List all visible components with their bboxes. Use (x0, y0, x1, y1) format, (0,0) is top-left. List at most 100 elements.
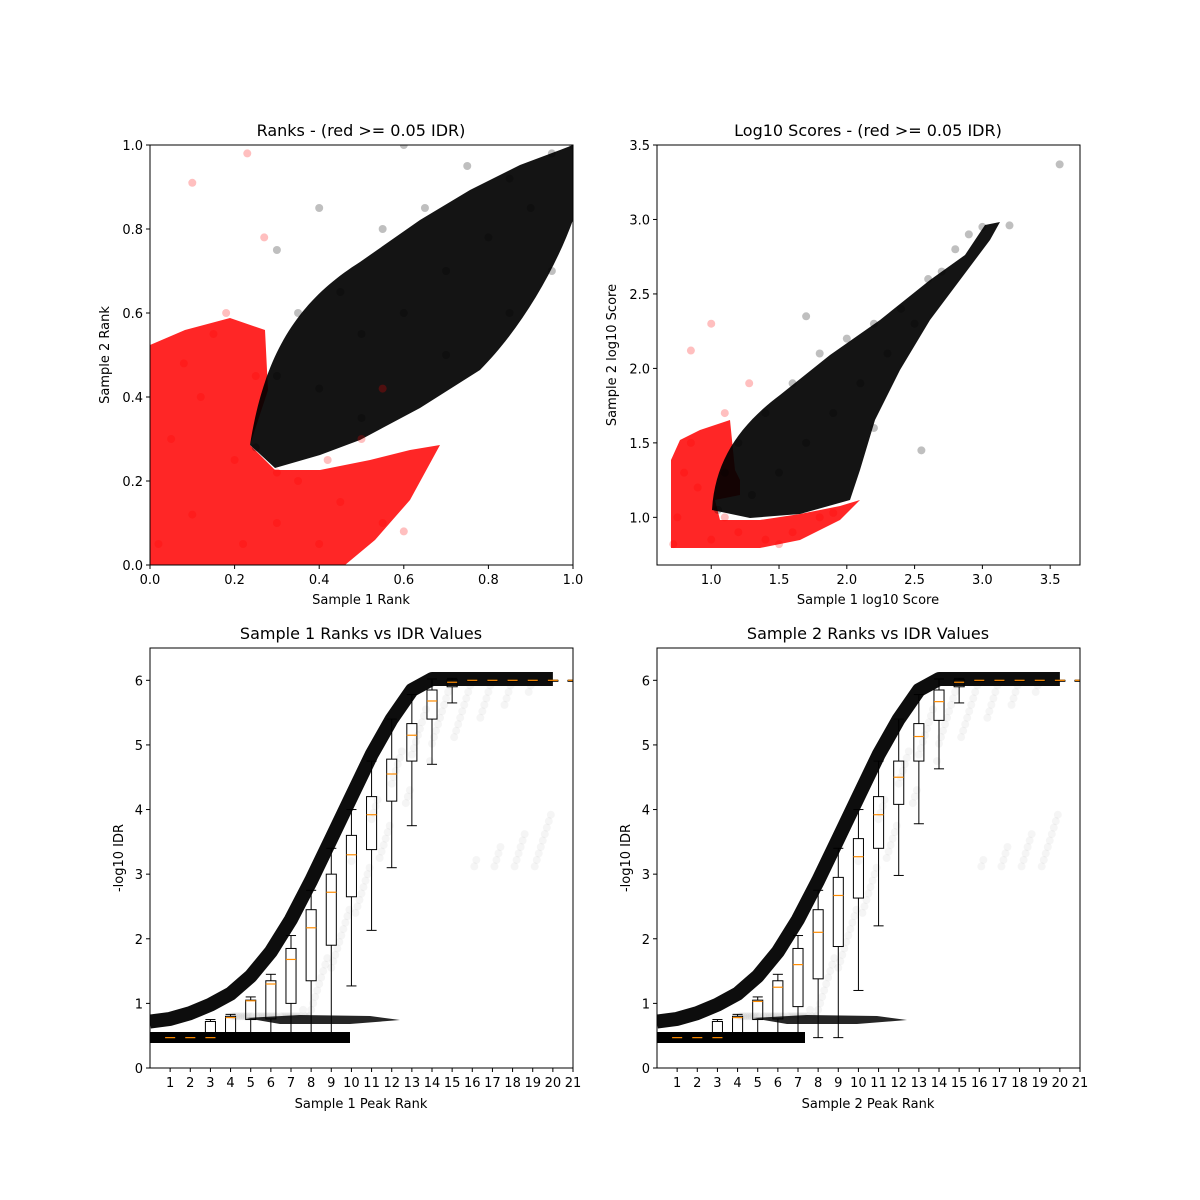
idr1-x-tick-label: 20 (545, 1076, 562, 1091)
idr2-haze-point (914, 750, 923, 759)
ranks-x-tick-label: 0.2 (224, 573, 245, 588)
idr1-x-tick-label: 10 (343, 1076, 360, 1091)
idr1-haze-point (363, 870, 372, 879)
idr2-x-tick-label: 7 (794, 1076, 802, 1091)
idr1-x-tick-label: 15 (444, 1076, 461, 1091)
idr1-haze-point (442, 694, 451, 703)
idr1-haze-point (538, 836, 547, 845)
idr2-y-tick-label: 0 (642, 1062, 650, 1077)
scores-x-tick-label: 2.5 (904, 573, 925, 588)
scores-scatter-point (869, 423, 878, 432)
ranks-scatter-point (251, 443, 260, 452)
idr1-haze-point (321, 960, 330, 969)
idr2-haze-point (1025, 836, 1034, 845)
idr1-haze-point (361, 876, 370, 885)
idr1-y-tick-label: 4 (135, 804, 143, 819)
idr1-x-tick-label: 12 (383, 1076, 400, 1091)
idr2-haze-point (1007, 700, 1016, 709)
idr1-haze-point (375, 854, 384, 862)
ranks-scatter-point (378, 519, 387, 527)
scores-black-cloud (712, 222, 1000, 518)
idr2-boxes (671, 677, 1080, 1040)
idr2-haze-point (894, 779, 903, 788)
scores-y-tick-label: 3.5 (629, 139, 650, 154)
idr1-haze-point (454, 720, 463, 729)
scores-x-tick-label: 1.5 (769, 573, 790, 588)
idr2-box (752, 999, 764, 1021)
scores-x-tick-label: 2.0 (836, 573, 857, 588)
ranks-scatter-point (167, 435, 176, 443)
idr2-x-tick-label: 14 (931, 1076, 948, 1091)
ranks-scatter-point (357, 330, 366, 338)
idr2-haze-point (908, 799, 917, 808)
scores-panel: Log10 Scores - (red >= 0.05 IDR) 1.0 1.5 2… (605, 121, 1081, 608)
idr1-haze-point (381, 834, 390, 843)
idr2-haze-point (1053, 810, 1062, 819)
idr2-haze-point (818, 992, 827, 1001)
idr2-y-tick-label: 1 (642, 997, 650, 1012)
idr1-y-label: -log10 IDR (112, 824, 127, 892)
idr1-haze-point (496, 843, 505, 852)
idr1-haze-point (311, 992, 320, 1001)
scores-scatter-point (714, 505, 723, 514)
idr2-box (852, 838, 864, 899)
idr1-haze-point (395, 753, 404, 762)
scores-red-cloud (671, 420, 860, 548)
idr2-haze-point (888, 834, 897, 843)
idr1-box (426, 689, 438, 720)
idr2-haze-point (951, 687, 960, 696)
idr1-box (386, 758, 398, 802)
idr1-haze-point (238, 1012, 247, 1021)
idr1-haze-point (331, 950, 340, 959)
ranks-black-cloud (250, 145, 573, 468)
scores-scatter-point (883, 349, 892, 358)
scores-x-label: Sample 1 log10 Score (797, 593, 939, 608)
idr2-haze-point (1009, 694, 1018, 703)
ranks-scatter-point (272, 519, 281, 527)
ranks-x-tick-label: 0.4 (309, 573, 330, 588)
idr1-x-tick-label: 9 (327, 1076, 335, 1091)
ranks-y-tick-label: 1.0 (122, 139, 143, 154)
scores-scatter-point (720, 468, 729, 477)
ranks-x-tick-label: 1.0 (563, 573, 584, 588)
idr2-haze-point (939, 726, 948, 735)
idr2-haze-point (1003, 843, 1012, 852)
ranks-x-tick-label: 0.0 (140, 573, 161, 588)
idr1-haze-point (391, 766, 400, 775)
idr1-x-label: Sample 1 Peak Rank (295, 1097, 428, 1112)
idr2-haze-point (747, 1012, 756, 1021)
idr1-haze-point (337, 931, 346, 940)
idr2-haze-point (862, 896, 871, 904)
idr1-haze-point (411, 737, 420, 746)
scores-scatter-point (673, 513, 682, 522)
idr1-haze-point (432, 726, 441, 735)
idr1-haze-point (339, 925, 348, 934)
idr1-haze-point (434, 720, 443, 729)
idr1-haze-point (367, 815, 376, 824)
idr1-haze-point (379, 841, 388, 850)
idr1-x-tick-label: 14 (424, 1076, 441, 1091)
idr1-x-tick-label: 16 (464, 1076, 481, 1091)
ranks-scatter-point (547, 149, 556, 158)
scores-scatter-point (951, 245, 960, 254)
idr1-x-tick-label: 19 (524, 1076, 541, 1091)
idr2-box (873, 796, 885, 849)
idr1-haze-point (371, 802, 380, 811)
idr2-haze-point (969, 694, 978, 703)
ranks-scatter-point (272, 246, 281, 254)
scores-y-tick-label: 3.0 (629, 213, 650, 228)
ranks-scatter-point (420, 204, 429, 212)
idr1-y-tick-label: 2 (135, 933, 143, 948)
idr1-x-tick-label: 21 (565, 1076, 582, 1091)
scores-scatter-point (917, 446, 926, 455)
idr2-haze-point (916, 744, 925, 753)
scores-scatter-point (978, 222, 987, 231)
idr2-haze-point (882, 854, 891, 862)
idr2-haze-point (898, 766, 907, 775)
ranks-y-tick-label: 0.6 (122, 307, 143, 322)
idr1-haze-point (490, 862, 499, 871)
scores-scatter-point (1055, 160, 1064, 169)
scores-scatter-point (707, 535, 716, 544)
idr2-axes-frame (656, 647, 1081, 1069)
